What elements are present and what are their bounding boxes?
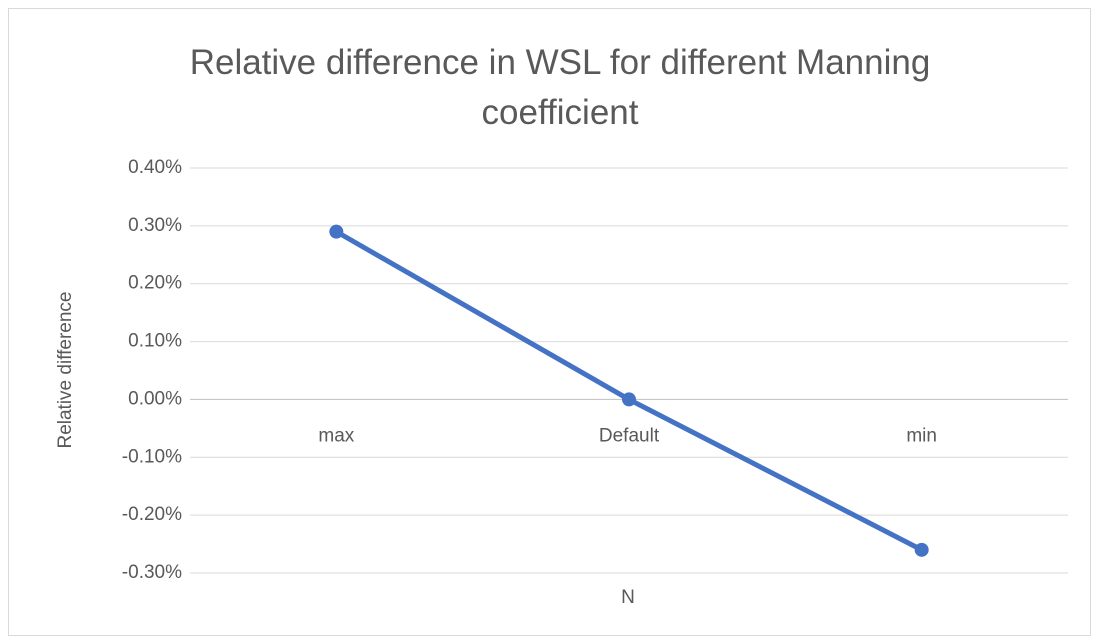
line-series bbox=[333, 229, 925, 553]
y-tick-label: -0.10% bbox=[122, 446, 182, 467]
data-point bbox=[622, 392, 636, 407]
y-tick-label: -0.20% bbox=[122, 504, 182, 525]
x-tick-label: Default bbox=[599, 425, 660, 446]
chart-border bbox=[8, 8, 1091, 636]
data-point bbox=[914, 542, 929, 557]
y-axis-title: Relative difference bbox=[55, 291, 76, 448]
chart-title: Relative difference in WSL for different… bbox=[189, 43, 931, 132]
y-tick-label: 0.00% bbox=[128, 388, 182, 409]
x-tick-label: max bbox=[318, 425, 354, 446]
x-axis-title: N bbox=[621, 587, 635, 608]
y-tick-label: 0.40% bbox=[128, 157, 182, 178]
x-tick-label: min bbox=[906, 425, 937, 446]
data-point bbox=[329, 224, 344, 239]
y-tick-label: 0.10% bbox=[128, 331, 182, 352]
y-tick-label: -0.30% bbox=[122, 562, 182, 583]
y-tick-label: 0.30% bbox=[128, 215, 182, 236]
y-tick-label: 0.20% bbox=[128, 273, 182, 294]
